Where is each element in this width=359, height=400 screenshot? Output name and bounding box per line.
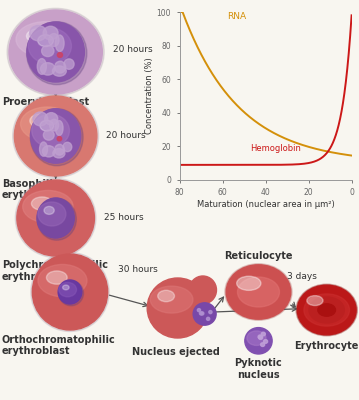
Ellipse shape: [206, 317, 210, 320]
Ellipse shape: [64, 59, 74, 69]
Ellipse shape: [30, 109, 83, 166]
Ellipse shape: [226, 265, 291, 319]
Ellipse shape: [309, 297, 344, 323]
Ellipse shape: [55, 120, 63, 136]
Text: 30 hours: 30 hours: [118, 266, 158, 274]
Ellipse shape: [201, 312, 204, 315]
Ellipse shape: [40, 120, 54, 131]
Ellipse shape: [30, 114, 52, 128]
Ellipse shape: [37, 198, 76, 240]
Ellipse shape: [14, 96, 97, 176]
Ellipse shape: [31, 109, 81, 163]
Ellipse shape: [49, 34, 59, 46]
Ellipse shape: [264, 340, 267, 343]
Ellipse shape: [150, 286, 193, 313]
Ellipse shape: [57, 53, 62, 57]
Ellipse shape: [62, 285, 69, 290]
Ellipse shape: [16, 22, 77, 57]
Text: 3 days: 3 days: [287, 272, 317, 281]
Text: 20 hours: 20 hours: [106, 132, 145, 140]
Ellipse shape: [225, 264, 292, 320]
Text: 25 hours: 25 hours: [104, 214, 144, 222]
Ellipse shape: [258, 335, 262, 339]
Ellipse shape: [45, 113, 58, 125]
Ellipse shape: [27, 29, 52, 43]
Ellipse shape: [63, 142, 72, 152]
Ellipse shape: [20, 107, 74, 141]
Text: Pyknotic
nucleus: Pyknotic nucleus: [234, 358, 283, 380]
Ellipse shape: [43, 130, 54, 140]
Ellipse shape: [31, 252, 109, 332]
Text: RNA: RNA: [227, 12, 246, 21]
Ellipse shape: [245, 328, 272, 354]
Ellipse shape: [27, 22, 87, 85]
Ellipse shape: [296, 284, 357, 336]
Ellipse shape: [261, 332, 265, 336]
Text: Reticulocyte: Reticulocyte: [224, 251, 293, 261]
Ellipse shape: [147, 278, 208, 338]
Text: Basophilic
erythroblast: Basophilic erythroblast: [2, 179, 70, 200]
Ellipse shape: [38, 264, 87, 297]
Ellipse shape: [304, 294, 350, 326]
Ellipse shape: [258, 336, 263, 340]
Ellipse shape: [13, 94, 99, 178]
Ellipse shape: [55, 144, 65, 155]
Ellipse shape: [32, 114, 69, 147]
Ellipse shape: [28, 28, 71, 64]
Ellipse shape: [41, 63, 55, 75]
Ellipse shape: [42, 45, 54, 56]
Ellipse shape: [307, 296, 323, 306]
Ellipse shape: [30, 26, 47, 41]
Ellipse shape: [297, 285, 356, 335]
Ellipse shape: [37, 58, 46, 74]
X-axis label: Maturation (nuclear area in μm²): Maturation (nuclear area in μm²): [197, 200, 335, 209]
Ellipse shape: [46, 271, 67, 284]
Ellipse shape: [209, 310, 212, 314]
Ellipse shape: [33, 112, 48, 126]
Ellipse shape: [7, 8, 104, 96]
Ellipse shape: [27, 22, 84, 82]
Ellipse shape: [57, 136, 62, 141]
Ellipse shape: [53, 148, 65, 158]
Ellipse shape: [193, 303, 216, 325]
Ellipse shape: [59, 282, 76, 297]
Text: Polychromatophilic
erythroblast: Polychromatophilic erythroblast: [2, 260, 108, 282]
Ellipse shape: [32, 254, 108, 330]
Text: Hemoglobin: Hemoglobin: [251, 144, 302, 154]
Ellipse shape: [38, 35, 53, 47]
Text: Nucleus ejected: Nucleus ejected: [132, 347, 220, 357]
Ellipse shape: [59, 281, 84, 306]
Ellipse shape: [55, 61, 66, 73]
Ellipse shape: [200, 312, 203, 315]
Ellipse shape: [37, 198, 74, 238]
Text: Erythrocyte: Erythrocyte: [294, 341, 359, 351]
Ellipse shape: [158, 290, 174, 302]
Ellipse shape: [197, 308, 201, 312]
Text: 20 hours: 20 hours: [113, 46, 153, 54]
Text: Orthochromatophilic
erythroblast: Orthochromatophilic erythroblast: [2, 335, 116, 356]
Ellipse shape: [23, 190, 73, 223]
Text: Proerythroblast: Proerythroblast: [2, 97, 89, 107]
Ellipse shape: [39, 142, 47, 156]
Ellipse shape: [238, 277, 280, 307]
Ellipse shape: [50, 119, 59, 131]
Ellipse shape: [44, 206, 54, 214]
Ellipse shape: [318, 304, 336, 316]
Ellipse shape: [42, 146, 55, 157]
Y-axis label: Concentration (%): Concentration (%): [145, 58, 154, 134]
Ellipse shape: [15, 178, 96, 258]
Ellipse shape: [52, 66, 66, 76]
Ellipse shape: [237, 276, 261, 290]
Ellipse shape: [189, 276, 216, 304]
Ellipse shape: [38, 202, 66, 226]
Ellipse shape: [55, 35, 64, 52]
Ellipse shape: [58, 280, 82, 304]
Ellipse shape: [31, 197, 53, 210]
Ellipse shape: [43, 26, 58, 40]
Ellipse shape: [247, 331, 266, 346]
Ellipse shape: [9, 10, 102, 94]
Ellipse shape: [17, 180, 94, 256]
Ellipse shape: [261, 343, 265, 346]
